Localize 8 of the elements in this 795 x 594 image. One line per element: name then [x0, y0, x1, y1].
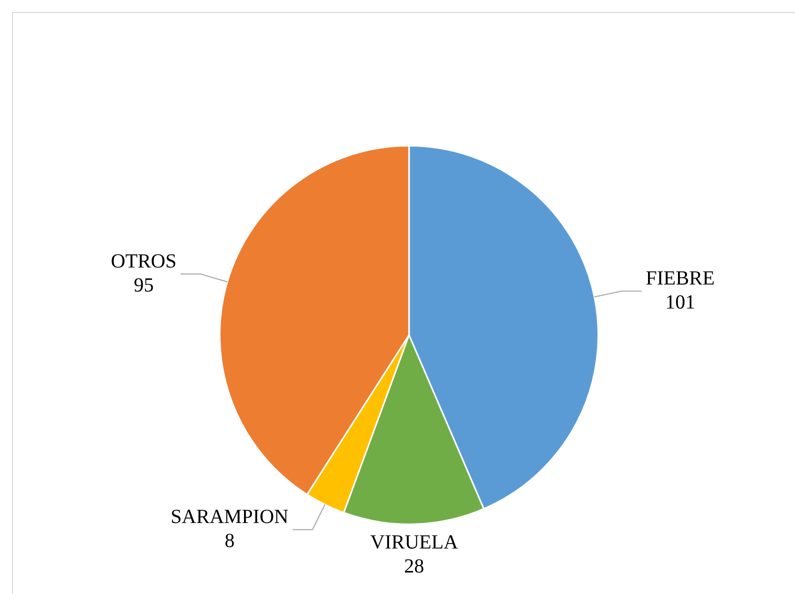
data-label: 28 [404, 556, 424, 578]
slice-label: FIEBRE [646, 267, 715, 290]
slice-label: VIRUELA [370, 532, 459, 554]
slice-label: SARAMPION [170, 506, 288, 528]
slice-label: OTROS [110, 250, 176, 272]
data-label: 8 [224, 530, 235, 552]
data-label: 101 [665, 291, 696, 314]
data-label: 95 [134, 274, 154, 296]
